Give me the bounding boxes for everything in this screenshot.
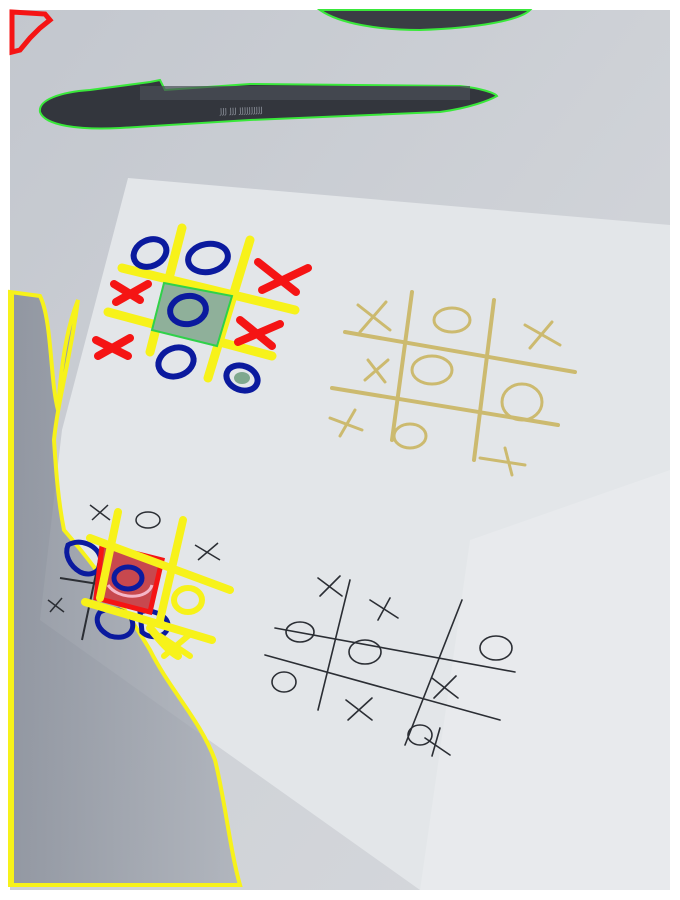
paper-highlight [420, 470, 670, 890]
o-mark [130, 236, 170, 270]
x-mark-fragment [9, 9, 54, 56]
pink-stroke [106, 584, 154, 598]
o-mark [167, 292, 209, 328]
x-mark [234, 316, 284, 350]
pen-barrel-highlight [140, 86, 470, 100]
o-mark-center [234, 372, 250, 384]
grid-lines [81, 508, 234, 660]
shadow-outline [7, 289, 243, 887]
o-mark [64, 539, 104, 577]
x-mark [92, 334, 134, 360]
o-mark [155, 344, 197, 380]
hand-shadow [10, 292, 240, 885]
o-mark [223, 362, 261, 394]
board-annotated-top [92, 223, 312, 394]
x-mark [110, 280, 152, 306]
x-mark [254, 258, 312, 296]
board-annotated-bottom [47, 504, 234, 660]
grid-line [117, 263, 300, 315]
o-mark-yellow [171, 585, 205, 615]
pen-imprint: JJJ JJJ JJJJJJJJJJ [219, 106, 263, 117]
cell-highlight [150, 281, 234, 348]
board-yellow-drawing [328, 290, 577, 477]
pen-top [316, 9, 533, 32]
x-mark-yellow [157, 633, 193, 659]
pen: JJJ JJJ JJJJJJJJJJ [38, 78, 499, 130]
o-mark [111, 564, 145, 592]
board-pencil-drawing [264, 575, 516, 757]
o-mark [185, 240, 231, 276]
